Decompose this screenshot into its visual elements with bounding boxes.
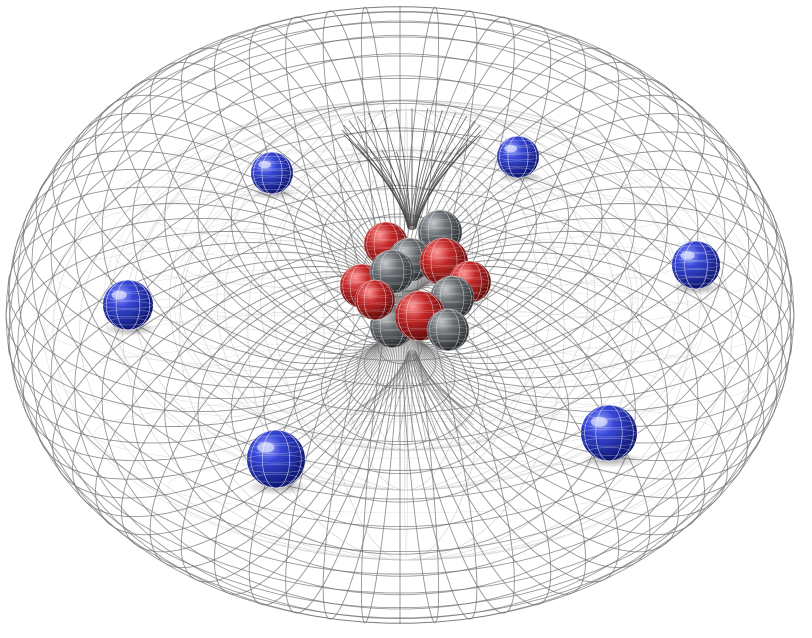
torus-parallel [31,103,769,624]
nucleus [339,209,492,352]
funnel-line [348,120,409,228]
electron [580,404,642,468]
proton [354,279,396,321]
funnel-line [412,108,428,227]
torus-parallel [363,337,437,390]
funnel-line [372,353,410,438]
funnel-line [381,110,411,227]
funnel-line [355,351,409,411]
funnel-line [415,351,474,416]
neutron [426,308,470,352]
electron [496,135,544,184]
funnel-line [372,350,410,404]
funnel-line [414,112,457,227]
funnel-line [396,108,412,227]
electron [671,240,725,295]
central-funnel [341,108,483,442]
funnel-line [367,112,410,227]
torus-parallel [74,159,726,620]
faint-shell-ring [179,149,633,451]
torus-parallel [8,21,792,575]
torus-parallel [263,309,537,503]
torus-parallel [101,20,699,442]
torus-parallel [50,6,750,500]
faint-shell-ring [167,457,645,513]
funnel-line [397,353,412,442]
funnel-line [362,350,410,407]
electrons [102,135,725,496]
torus-parallel [131,216,669,596]
funnel-line [413,353,440,440]
faint-shell-ring [52,99,760,561]
electron [102,279,158,337]
funnel-line [414,350,462,407]
funnel-line [381,149,411,230]
funnel-line [356,116,410,227]
funnel-line [415,120,476,228]
torus-parallel [5,36,795,594]
funnel-line [415,352,474,426]
funnel-line [413,110,443,227]
torus-parallel [8,55,792,609]
torus-parallel [230,100,570,340]
faint-shell-ring [253,383,559,420]
torus-parallel [31,6,769,527]
electron [250,151,298,200]
funnel-line [384,350,411,401]
torus-parallel [230,290,570,530]
torus-parallel [164,53,636,387]
funnel-line [397,350,412,399]
faint-shell-ring [93,397,719,470]
funnel-line [414,350,452,404]
funnel-line [412,350,427,399]
funnel-line [414,353,452,438]
funnel-line [343,124,409,228]
torus-parallel [17,77,783,619]
funnel-line [384,353,411,440]
torus-parallel [17,11,783,553]
torus-parallel [344,337,456,417]
torus-parallel [50,130,750,624]
torus-parallel [164,243,636,577]
funnel-line [414,116,468,227]
funnel-line [415,124,481,228]
funnel-line [413,149,443,230]
torus-parallel [197,268,603,555]
funnel-line [412,353,427,442]
electron [246,429,310,496]
funnel-line [413,350,440,401]
torus-parallel [101,188,699,610]
